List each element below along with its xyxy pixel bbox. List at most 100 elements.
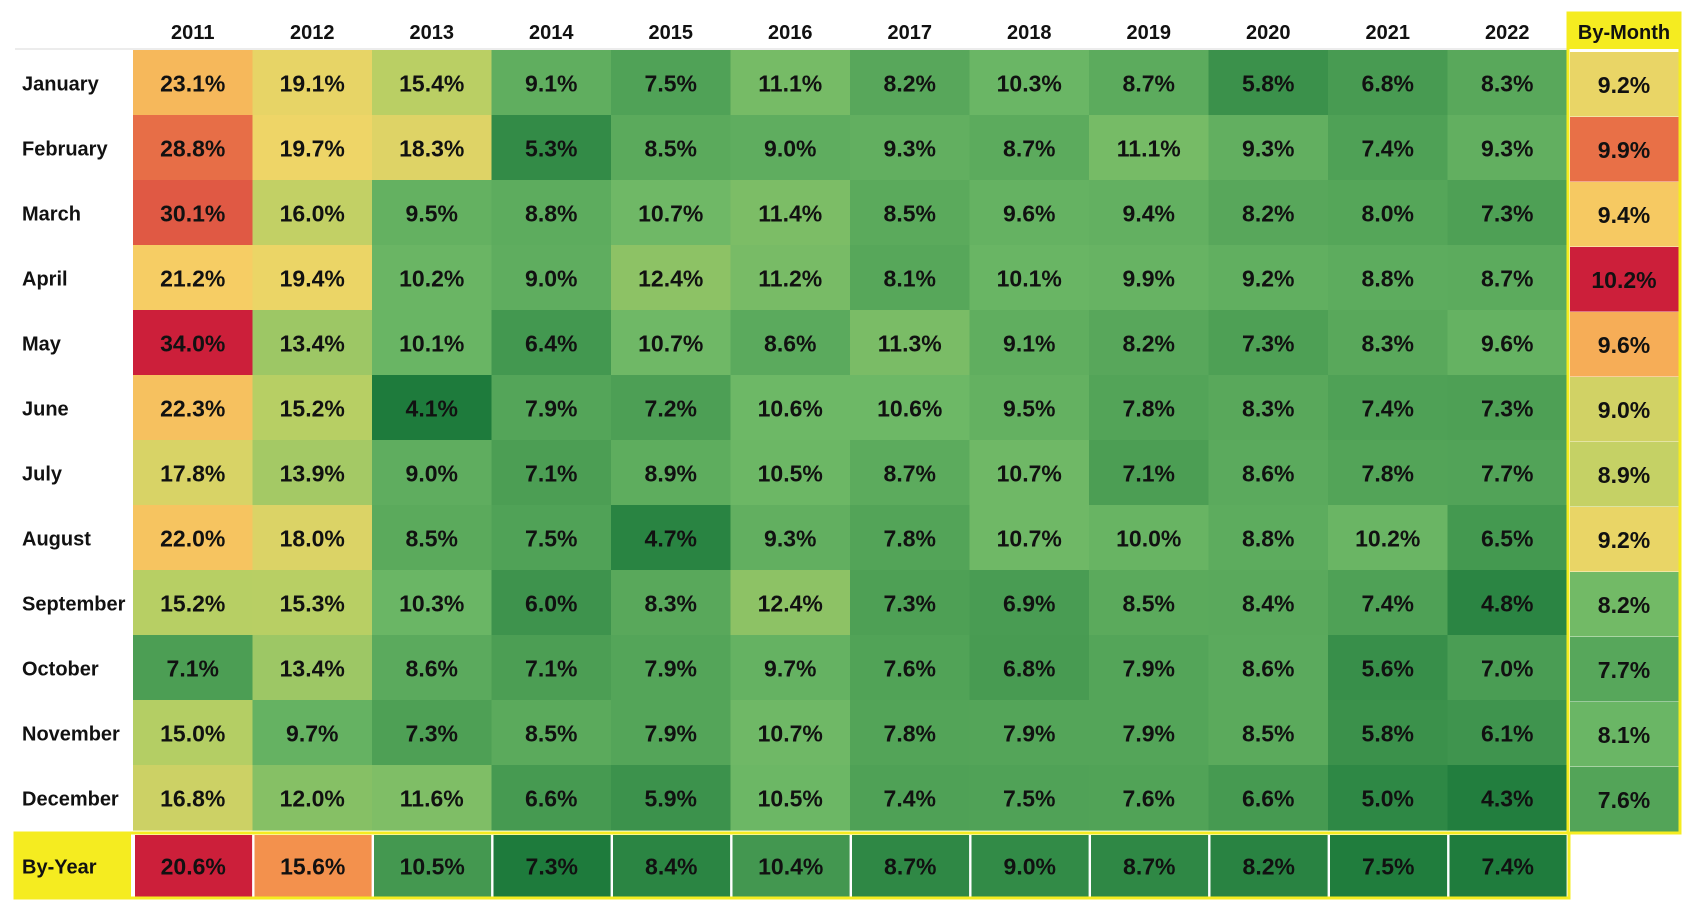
heatmap-value: 9.0% (525, 266, 577, 292)
heatmap-value: 9.6% (1003, 201, 1055, 227)
heatmap-value: 8.5% (525, 721, 577, 747)
heatmap-value: 7.6% (1123, 786, 1175, 812)
heatmap-cell (1089, 635, 1210, 701)
by-year-value: 7.5% (1362, 854, 1414, 880)
heatmap-value: 8.0% (1362, 201, 1414, 227)
heatmap-value: 9.3% (1242, 136, 1294, 162)
heatmap-cell (1328, 310, 1449, 376)
by-year-cell (254, 835, 372, 897)
heatmap-value: 8.7% (1481, 266, 1533, 292)
heatmap-value: 6.9% (1003, 591, 1055, 617)
heatmap-value: 5.8% (1362, 721, 1414, 747)
heatmap-value: 8.8% (1242, 526, 1294, 552)
heatmap-value: 7.1% (1123, 461, 1175, 487)
heatmap-value: 4.7% (645, 526, 697, 552)
heatmap-value: 7.4% (1362, 591, 1414, 617)
month-label: July (22, 464, 63, 486)
heatmap-value: 16.0% (280, 201, 345, 227)
heatmap-cell (969, 440, 1090, 506)
heatmap-cell (372, 635, 493, 701)
heatmap-value: 7.0% (1481, 656, 1533, 682)
heatmap-cell (1328, 635, 1449, 701)
month-label: September (22, 594, 126, 616)
heatmap-cell (1447, 765, 1568, 831)
by-month-cell (1570, 572, 1679, 637)
by-month-cell (1570, 507, 1679, 572)
heatmap-cell (252, 50, 373, 116)
heatmap-cell (1447, 115, 1568, 181)
heatmap-cell (611, 375, 732, 441)
by-year-value: 20.6% (161, 854, 226, 880)
heatmap-value: 7.8% (884, 526, 936, 552)
by-month-header: By-Month (1578, 22, 1670, 44)
heatmap-cell (1328, 180, 1449, 246)
heatmap-cell (252, 570, 373, 636)
heatmap-cell (969, 245, 1090, 311)
heatmap-value: 7.2% (645, 396, 697, 422)
heatmap-value: 6.5% (1481, 526, 1533, 552)
heatmap-cell (372, 245, 493, 311)
heatmap-cell (1089, 700, 1210, 766)
heatmap-cell (252, 700, 373, 766)
heatmap-cell (730, 180, 851, 246)
heatmap-cell (133, 245, 254, 311)
heatmap-cell (252, 115, 373, 181)
by-year-frame (13, 831, 1571, 900)
heatmap-cell (1208, 505, 1329, 571)
month-label: October (22, 659, 99, 681)
heatmap-cell (969, 50, 1090, 116)
by-year-value: 8.4% (645, 854, 697, 880)
year-header: 2017 (888, 22, 933, 44)
by-month-value: 9.6% (1598, 332, 1650, 358)
heatmap-value: 7.3% (1242, 331, 1294, 357)
heatmap-value: 9.3% (764, 526, 816, 552)
heatmap-value: 11.1% (758, 71, 822, 97)
heatmap-cell (730, 700, 851, 766)
heatmap-cell (372, 310, 493, 376)
by-year-cell (971, 835, 1089, 897)
heatmap-cell (1089, 505, 1210, 571)
heatmap-value: 7.7% (1481, 461, 1533, 487)
heatmap-cell (1089, 245, 1210, 311)
heatmap-value: 8.4% (1242, 591, 1294, 617)
heatmap-cell (133, 115, 254, 181)
heatmap-cell (850, 50, 971, 116)
month-label: June (22, 399, 69, 421)
heatmap-cell (133, 700, 254, 766)
heatmap-value: 12.4% (638, 266, 703, 292)
heatmap-value: 6.8% (1362, 71, 1414, 97)
heatmap-cell (611, 505, 732, 571)
heatmap-value: 34.0% (160, 331, 225, 357)
heatmap-cell (611, 245, 732, 311)
heatmap-value: 7.9% (525, 396, 577, 422)
heatmap-cell (252, 310, 373, 376)
by-year-cell (1449, 835, 1567, 897)
heatmap-cell (1208, 115, 1329, 181)
heatmap-cell (1447, 245, 1568, 311)
heatmap-cell (730, 765, 851, 831)
heatmap-cell (1208, 570, 1329, 636)
heatmap-cell (133, 180, 254, 246)
heatmap-cell (850, 180, 971, 246)
heatmap-value: 10.2% (1355, 526, 1420, 552)
heatmap-value: 10.3% (399, 591, 464, 617)
heatmap-value: 10.7% (997, 526, 1062, 552)
by-month-value: 7.7% (1598, 657, 1650, 683)
heatmap-value: 18.0% (280, 526, 345, 552)
heatmap-cell (252, 505, 373, 571)
heatmap-cell (1447, 505, 1568, 571)
heatmap-value: 8.5% (884, 201, 936, 227)
by-year-value: 10.5% (400, 854, 465, 880)
heatmap-value: 10.7% (638, 201, 703, 227)
heatmap-value: 19.4% (280, 266, 345, 292)
heatmap-cell (730, 570, 851, 636)
year-header: 2015 (649, 22, 694, 44)
heatmap-value: 9.3% (1481, 136, 1533, 162)
heatmap-value: 6.6% (1242, 786, 1294, 812)
heatmap-value: 10.7% (758, 721, 823, 747)
heatmap-cell (611, 310, 732, 376)
by-year-cell (1091, 835, 1209, 897)
heatmap-cell (491, 700, 612, 766)
heatmap-cell (850, 440, 971, 506)
heatmap-cell (1089, 180, 1210, 246)
